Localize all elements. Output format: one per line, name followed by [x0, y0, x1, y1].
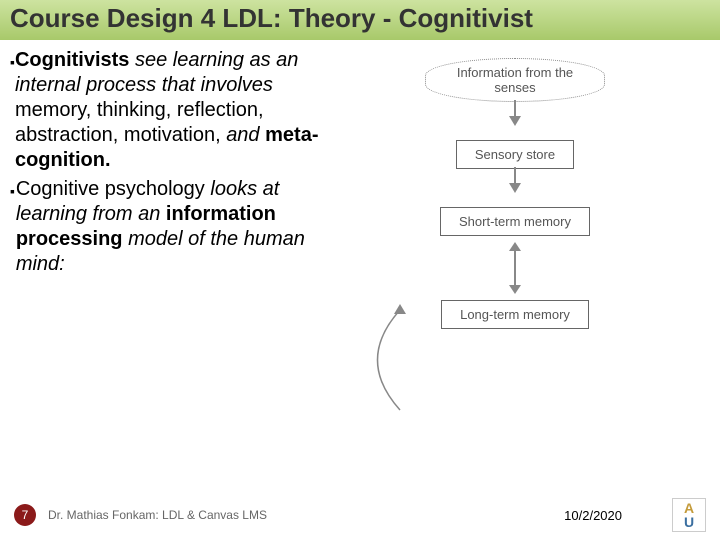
diagram-node-info: Information from the senses — [425, 58, 605, 102]
footer-caption: Dr. Mathias Fonkam: LDL & Canvas LMS — [48, 508, 267, 522]
bullet-item: ▪ Cognitivists see learning as an intern… — [10, 48, 335, 173]
diagram-node-shortterm: Short-term memory — [440, 207, 590, 236]
footer-date: 10/2/2020 — [564, 508, 622, 523]
diagram-node-sensory: Sensory store — [456, 140, 574, 169]
text-column: ▪ Cognitivists see learning as an intern… — [10, 48, 345, 329]
arrow-down-icon — [509, 116, 521, 126]
double-arrow-icon — [514, 250, 516, 286]
bullet-text: Cognitive psychology looks at learning f… — [16, 177, 335, 277]
content-area: ▪ Cognitivists see learning as an intern… — [0, 40, 720, 329]
bullet-text: Cognitivists see learning as an internal… — [15, 48, 335, 173]
page-number-badge: 7 — [14, 504, 36, 526]
diagram-node-longterm: Long-term memory — [441, 300, 589, 329]
diagram-column: Information from the senses Sensory stor… — [345, 48, 685, 329]
text-bold: Cognitivists — [15, 49, 135, 71]
curve-arrow-icon — [350, 300, 410, 420]
title-bar: Course Design 4 LDL: Theory - Cognitivis… — [0, 0, 720, 40]
text-italic: and — [226, 124, 265, 146]
arrow-down-icon — [509, 183, 521, 193]
bullet-item: ▪ Cognitive psychology looks at learning… — [10, 177, 335, 277]
slide-title: Course Design 4 LDL: Theory - Cognitivis… — [10, 4, 710, 34]
logo-icon: AU — [672, 498, 706, 532]
text-plain: Cognitive psychology — [16, 178, 211, 200]
footer: 7 Dr. Mathias Fonkam: LDL & Canvas LMS 1… — [0, 498, 720, 532]
